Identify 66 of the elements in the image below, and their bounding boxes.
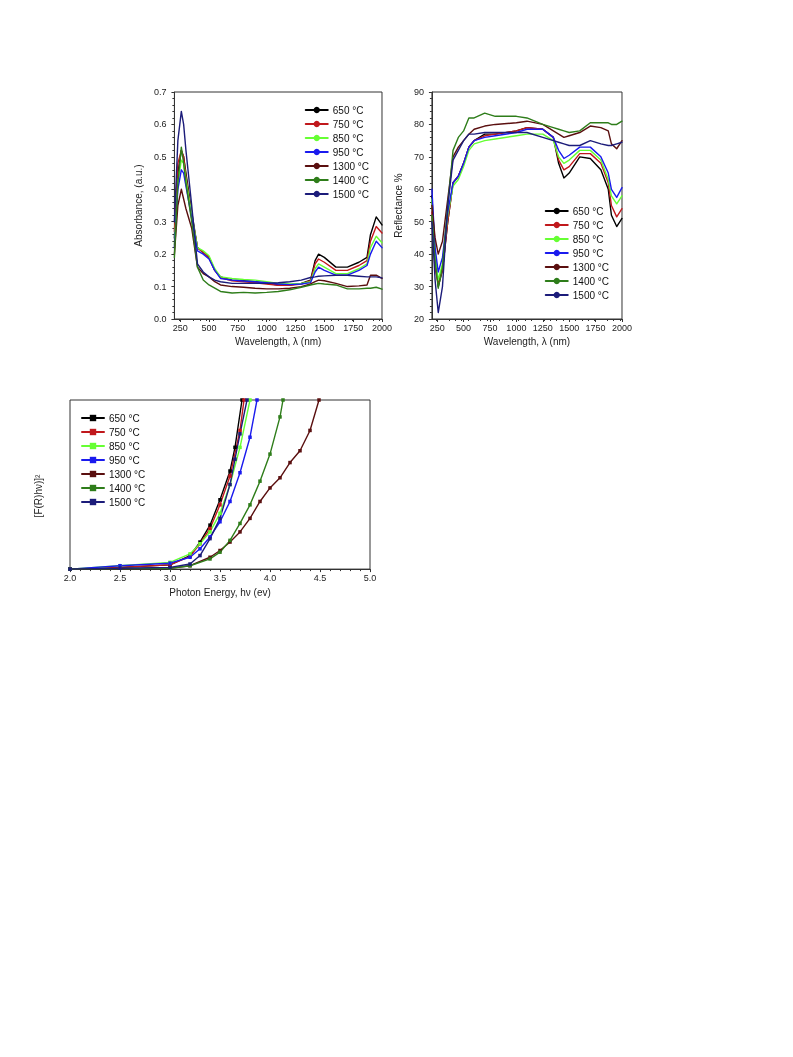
y-tick-label: 0.7 <box>153 87 167 97</box>
y-tick-label: 0.4 <box>153 184 167 195</box>
legend-label: 1400 °C <box>332 174 369 186</box>
legend-label: 750 °C <box>109 426 140 438</box>
x-tick-label: 1250 <box>285 322 306 333</box>
x-tick-label: 2000 <box>611 322 632 333</box>
y-tick-label: 80 <box>413 119 424 130</box>
x-axis-title: Wavelength, λ (nm) <box>483 336 571 348</box>
y-tick-label: 20 <box>413 314 424 324</box>
legend-label: 650 °C <box>572 205 604 217</box>
x-axis-title: Wavelength, λ (nm) <box>235 336 322 348</box>
x-tick-label: 3.0 <box>163 572 177 583</box>
legend-label: 1400 °C <box>572 275 609 287</box>
legend-label: 1300 °C <box>572 261 609 273</box>
legend-label: 950 °C <box>572 247 604 259</box>
x-tick-label: 3.5 <box>213 572 227 583</box>
legend-label: 1300 °C <box>109 468 146 480</box>
y-tick-label: 0.1 <box>153 281 167 292</box>
legend-label: 650 °C <box>332 104 364 116</box>
y-tick-label: 70 <box>413 151 424 162</box>
x-tick-label: 1500 <box>559 322 580 333</box>
x-tick-label: 1250 <box>532 322 553 333</box>
x-tick-label: 2.5 <box>113 572 127 583</box>
legend-label: 1300 °C <box>332 160 369 172</box>
y-axis-title: Reflectance % <box>392 173 404 238</box>
x-tick-label: 1750 <box>585 322 606 333</box>
y-tick-label: 0.2 <box>153 249 167 260</box>
x-tick-label: 500 <box>456 322 472 333</box>
y-tick-label: 0.5 <box>153 151 167 162</box>
x-tick-label: 250 <box>429 322 445 333</box>
y-tick-label: 90 <box>413 87 424 97</box>
legend-label: 750 °C <box>572 219 604 231</box>
y-tick-label: 30 <box>413 281 424 292</box>
legend-label: 1400 °C <box>109 482 146 494</box>
legend-label: 850 °C <box>332 132 364 144</box>
y-tick-label: 0.0 <box>153 314 167 324</box>
legend-label: 1500 °C <box>572 289 609 301</box>
y-tick-label: 40 <box>413 249 424 260</box>
x-tick-label: 750 <box>230 322 246 333</box>
x-tick-label: 2.0 <box>63 572 77 583</box>
x-tick-label: 1000 <box>256 322 277 333</box>
legend-label: 650 °C <box>109 412 140 424</box>
legend-label: 950 °C <box>332 146 364 158</box>
x-tick-label: 1500 <box>314 322 335 333</box>
x-tick-label: 250 <box>172 322 188 333</box>
legend-label: 850 °C <box>109 440 140 452</box>
legend-label: 1500 °C <box>109 496 146 508</box>
x-axis-title: Photon Energy, hν (ev) <box>169 586 271 598</box>
x-tick-label: 1750 <box>343 322 364 333</box>
legend-label: 850 °C <box>572 233 604 245</box>
x-tick-label: 1000 <box>506 322 527 333</box>
x-tick-label: 4.5 <box>313 572 327 583</box>
y-tick-label: 0.6 <box>153 119 167 130</box>
y-axis-title: Absorbance, (a.u.) <box>132 164 144 247</box>
legend-label: 950 °C <box>109 454 140 466</box>
x-tick-label: 500 <box>201 322 217 333</box>
x-tick-label: 5.0 <box>363 572 377 583</box>
x-tick-label: 4.0 <box>263 572 277 583</box>
y-axis-title: [F(R)hν)]² <box>32 473 44 518</box>
y-tick-label: 0.3 <box>153 216 167 227</box>
x-tick-label: 2000 <box>371 322 392 333</box>
x-tick-label: 750 <box>482 322 498 333</box>
legend-label: 750 °C <box>332 118 364 130</box>
y-tick-label: 50 <box>413 216 424 227</box>
y-tick-label: 60 <box>413 184 424 195</box>
legend-label: 1500 °C <box>332 188 369 200</box>
